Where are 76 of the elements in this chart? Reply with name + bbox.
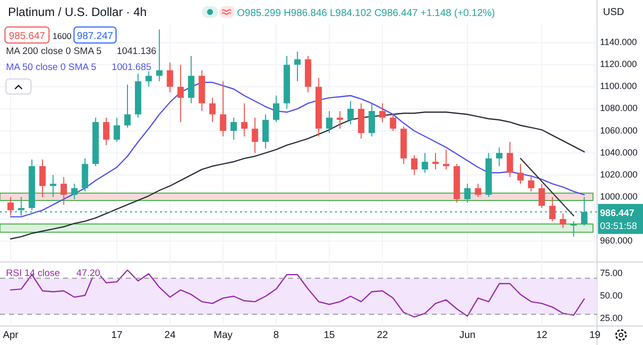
x-tick-label: 12 bbox=[536, 330, 548, 341]
y-tick-label: 1140.000 bbox=[600, 37, 637, 48]
annotation: 1001.685 bbox=[112, 62, 152, 73]
candlestick bbox=[209, 97, 216, 123]
candlestick bbox=[177, 64, 184, 123]
candlestick bbox=[262, 114, 269, 150]
annotation: 985.647 bbox=[8, 31, 46, 42]
y-tick-label: 1120.000 bbox=[600, 59, 637, 70]
candlestick bbox=[188, 55, 194, 104]
candlestick bbox=[560, 213, 566, 228]
candlestick bbox=[7, 196, 14, 216]
x-tick-label: 8 bbox=[273, 330, 280, 341]
candlestick bbox=[103, 117, 110, 146]
candlestick bbox=[390, 114, 396, 132]
x-tick-label: 22 bbox=[376, 330, 388, 341]
candlestick bbox=[570, 220, 577, 238]
candlestick bbox=[538, 183, 545, 209]
candlestick bbox=[241, 102, 248, 137]
candlestick bbox=[39, 159, 46, 198]
candlestick bbox=[474, 183, 482, 198]
y-tick-label: 1100.000 bbox=[600, 81, 637, 92]
y-axis-title: USD bbox=[603, 7, 624, 18]
y-tick-label: 75.00 bbox=[600, 268, 623, 278]
candlestick bbox=[496, 146, 502, 167]
candlestick bbox=[114, 117, 120, 142]
y-tick-label: 1080.000 bbox=[600, 103, 638, 114]
candlestick bbox=[336, 110, 344, 130]
candlestick bbox=[411, 154, 418, 176]
y-tick-label: 1000.000 bbox=[600, 191, 638, 202]
candlestick bbox=[368, 102, 375, 137]
annotation: 987.247 bbox=[76, 31, 114, 42]
candlestick bbox=[379, 102, 386, 123]
annotation: 1600 bbox=[52, 31, 72, 41]
candlestick bbox=[528, 174, 534, 192]
series-label: RSI 14 close bbox=[6, 268, 60, 279]
x-tick-label: 15 bbox=[324, 330, 336, 341]
x-tick-label: 19 bbox=[589, 330, 601, 341]
candlestick bbox=[124, 84, 131, 128]
candlestick bbox=[252, 117, 258, 154]
annotation: 1041.136 bbox=[116, 46, 156, 57]
candlestick bbox=[517, 163, 524, 184]
candlestick bbox=[294, 51, 301, 82]
candlestick bbox=[166, 62, 174, 93]
text: MA 50 close 0 SMA 5 bbox=[6, 62, 96, 73]
y-tick-label: 1020.000 bbox=[600, 169, 638, 180]
candlestick bbox=[326, 110, 332, 134]
text: 03:51:58 bbox=[600, 220, 637, 232]
candlestick bbox=[422, 152, 428, 174]
candlestick bbox=[71, 183, 78, 200]
candlestick bbox=[347, 100, 354, 125]
candlestick bbox=[60, 176, 67, 206]
y-tick-label: 25.00 bbox=[600, 313, 623, 324]
candlestick bbox=[230, 117, 237, 140]
candlestick bbox=[50, 174, 56, 198]
x-tick-label: Jun bbox=[459, 330, 476, 341]
x-tick-label: 24 bbox=[164, 330, 176, 341]
text: O985.299 H986.846 L984.102 C986.447 +1.148 (+0.12%) bbox=[237, 8, 495, 19]
x-tick-label: May bbox=[214, 330, 233, 341]
text: MA 200 close 0 SMA 5 bbox=[6, 46, 102, 57]
candlestick bbox=[146, 70, 152, 88]
candlestick bbox=[549, 196, 556, 222]
x-tick-label: 17 bbox=[111, 330, 123, 341]
candlestick bbox=[464, 183, 471, 203]
candlestick bbox=[156, 29, 163, 82]
candlestick bbox=[506, 141, 514, 178]
y-tick-label: 1040.000 bbox=[600, 147, 638, 158]
candlestick bbox=[220, 80, 226, 137]
candlestick bbox=[273, 95, 280, 123]
y-tick-label: 50.00 bbox=[600, 290, 623, 301]
candlestick bbox=[442, 149, 450, 170]
y-tick-label: 1060.000 bbox=[600, 125, 638, 136]
ref-line-label: 986.447 bbox=[600, 208, 634, 219]
chart-title: Platinum / U.S. Dollar · 4h bbox=[8, 5, 147, 19]
candlestick bbox=[432, 152, 439, 170]
x-tick-label: Apr bbox=[2, 330, 20, 341]
y-tick-label: 960.000 bbox=[600, 235, 633, 246]
